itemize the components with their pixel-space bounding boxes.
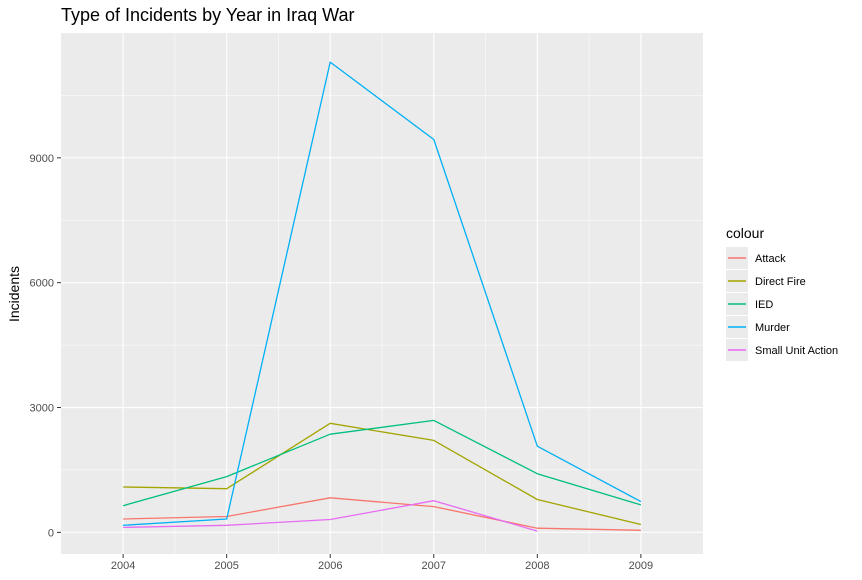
legend-item-attack: Attack — [726, 247, 786, 269]
legend-label: Murder — [755, 322, 790, 334]
series-line-small-unit-action — [123, 500, 538, 532]
y-tick-label: 6000 — [30, 278, 54, 290]
x-tick-label: 2007 — [422, 560, 446, 572]
y-axis-title: Incidents — [6, 266, 22, 322]
legend-title: colour — [726, 225, 764, 241]
legend-item-direct-fire: Direct Fire — [726, 270, 806, 292]
x-tick-label: 2006 — [318, 560, 342, 572]
legend: colour Attack Direct Fire IED Murder Small U… — [726, 225, 838, 361]
series-line-attack — [123, 497, 641, 531]
legend-items: Attack Direct Fire IED Murder Small Unit Act… — [726, 247, 838, 361]
legend-label: Small Unit Action — [755, 345, 838, 357]
x-tick-label: 2005 — [214, 560, 238, 572]
series-line-murder — [123, 61, 642, 526]
y-axis: 0 3000 6000 9000 — [30, 153, 61, 539]
x-tick-label: 2004 — [111, 560, 135, 572]
chart-title: Type of Incidents by Year in Iraq War — [61, 5, 355, 25]
x-tick-label: 2009 — [629, 560, 653, 572]
legend-item-murder: Murder — [726, 316, 790, 338]
y-tick-label: 3000 — [30, 403, 54, 415]
y-tick-label: 0 — [48, 527, 54, 539]
legend-item-small-unit-action: Small Unit Action — [726, 339, 838, 361]
legend-item-ied: IED — [726, 293, 773, 315]
legend-label: Direct Fire — [755, 276, 806, 288]
y-tick-label: 9000 — [30, 153, 54, 165]
series-line-direct-fire — [123, 422, 642, 526]
legend-label: IED — [755, 299, 773, 311]
series-lines — [122, 61, 642, 532]
series-line-ied — [122, 419, 642, 507]
x-axis: 2004 2005 2006 2007 2008 2009 — [111, 554, 653, 572]
x-tick-label: 2008 — [525, 560, 549, 572]
grid-lines — [61, 33, 703, 554]
legend-label: Attack — [755, 253, 786, 265]
